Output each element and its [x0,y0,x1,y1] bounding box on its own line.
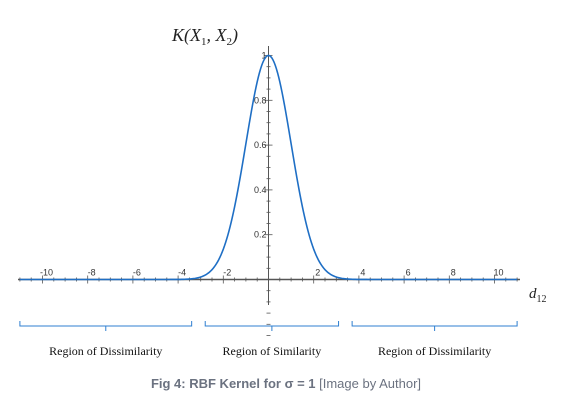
y-axis-label: K(X1, X2) [171,25,238,48]
axes [18,46,520,305]
region-label: Region of Similarity [223,344,322,358]
x-axis-label: d12 [529,286,547,305]
x-tick-label: -10 [40,268,53,278]
region-label: Region of Dissimilarity [378,344,491,358]
caption-bold: Fig 4: RBF Kernel for σ = 1 [150,376,316,391]
rbf-curve [19,54,518,281]
figure-caption: Fig 4: RBF Kernel for σ = 1 [Image by Au… [0,376,572,391]
x-tick-label: 2 [315,268,320,278]
region-brace [351,321,518,327]
region-brace [19,321,193,327]
x-tick-label: -6 [133,268,141,278]
y-tick-label: 0.4 [254,185,267,195]
series-layer [19,54,518,281]
x-tick-label: -2 [223,268,231,278]
x-tick-label: 8 [451,268,456,278]
x-tick-label: 4 [360,268,365,278]
x-tick-label: -4 [178,268,186,278]
regions: Region of Dissimilarity Region of Similar… [19,321,518,358]
region-brace [204,321,340,327]
x-tick-label: 10 [493,268,503,278]
y-tick-label: 1 [261,51,266,61]
x-tick-label: -8 [88,268,96,278]
y-tick-label: 0.6 [254,140,267,150]
y-tick-label: 0.8 [254,95,267,105]
caption-rest: [Image by Author] [315,376,422,391]
x-tick-label: 6 [406,268,411,278]
y-tick-label: 0.2 [254,230,267,240]
region-label: Region of Dissimilarity [49,344,162,358]
